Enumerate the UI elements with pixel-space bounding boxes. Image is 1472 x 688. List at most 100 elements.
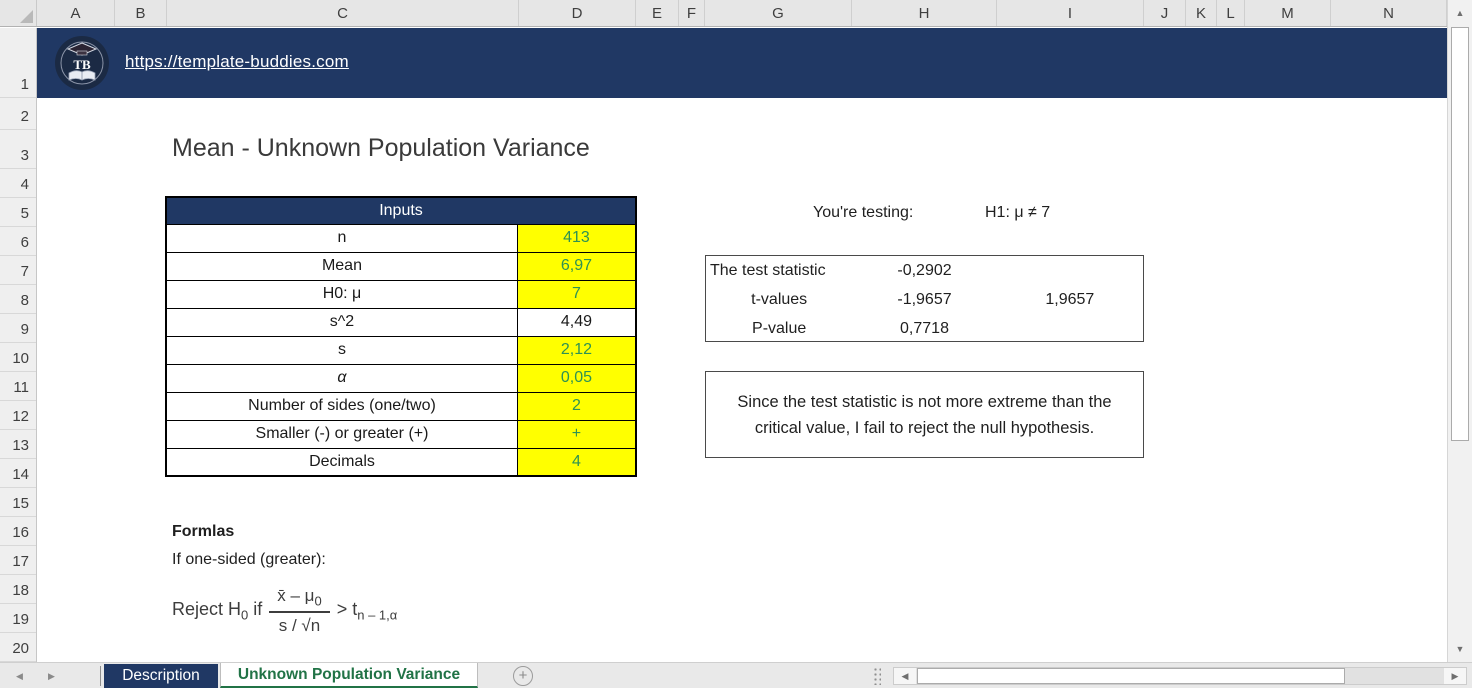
row-header-11[interactable]: 11: [0, 372, 36, 401]
formulas-condition: If one-sided (greater):: [172, 551, 326, 568]
p-value-blank: [997, 314, 1143, 343]
column-header-n[interactable]: N: [1331, 0, 1447, 26]
input-label-alpha: α: [165, 363, 518, 393]
t-upper-value: 1,9657: [1045, 290, 1095, 308]
row-header-12[interactable]: 12: [0, 401, 36, 430]
column-header-g[interactable]: G: [705, 0, 852, 26]
column-header-l[interactable]: L: [1217, 0, 1245, 26]
test-statistic-label: The test statistic: [710, 261, 826, 279]
conclusion-text: Since the test statistic is not more ext…: [737, 392, 1112, 437]
result-row-test-statistic: The test statistic -0,2902: [706, 256, 1143, 285]
input-value-n[interactable]: 413: [516, 223, 637, 253]
conclusion-box: Since the test statistic is not more ext…: [705, 371, 1144, 458]
scroll-up-icon[interactable]: ▲: [1455, 8, 1465, 18]
input-row-direction: Smaller (-) or greater (+) +: [165, 419, 637, 449]
svg-text:TB: TB: [73, 57, 91, 72]
vertical-scroll-thumb[interactable]: [1451, 27, 1469, 441]
input-value-decimals[interactable]: 4: [516, 447, 637, 477]
input-row-decimals: Decimals 4: [165, 447, 637, 477]
brand-logo-icon: TB: [55, 36, 109, 90]
t-values-label: t-values: [751, 290, 808, 308]
row-header-20[interactable]: 20: [0, 633, 36, 662]
row-header-16[interactable]: 16: [0, 517, 36, 546]
tabbar-grip-icon[interactable]: [873, 667, 881, 685]
input-value-direction[interactable]: +: [516, 419, 637, 449]
testing-hypothesis: H1: μ ≠ 7: [985, 204, 1051, 221]
row-header-18[interactable]: 18: [0, 575, 36, 604]
input-value-s[interactable]: 2,12: [516, 335, 637, 365]
column-header-b[interactable]: B: [115, 0, 167, 26]
test-statistic-blank: [997, 256, 1143, 285]
input-value-sides[interactable]: 2: [516, 391, 637, 421]
tab-nav-right-icon[interactable]: ▶: [48, 671, 55, 681]
tab-description[interactable]: Description: [104, 664, 218, 688]
horizontal-scrollbar[interactable]: ◀ ▶: [893, 667, 1467, 685]
horizontal-scroll-thumb[interactable]: [917, 668, 1345, 684]
row-header-7[interactable]: 7: [0, 256, 36, 285]
test-statistic-value: -0,2902: [897, 261, 952, 279]
row-header-13[interactable]: 13: [0, 430, 36, 459]
row-header-1[interactable]: 1: [0, 28, 36, 98]
formula-numerator: x̄ – μ0: [269, 586, 330, 614]
p-value-value: 0,7718: [900, 319, 949, 337]
row-header-10[interactable]: 10: [0, 343, 36, 372]
column-header-d[interactable]: D: [519, 0, 636, 26]
column-header-i[interactable]: I: [997, 0, 1144, 26]
input-label-sides: Number of sides (one/two): [165, 391, 518, 421]
scroll-left-icon[interactable]: ◀: [894, 668, 916, 684]
input-value-s2[interactable]: 4,49: [516, 307, 637, 337]
tab-unknown-population-variance[interactable]: Unknown Population Variance: [220, 663, 478, 688]
input-row-n: n 413: [165, 223, 637, 253]
column-header-c[interactable]: C: [167, 0, 519, 26]
site-link[interactable]: https://template-buddies.com: [125, 52, 349, 71]
inputs-table: Inputs n 413 Mean 6,97 H0: μ 7 s^2 4,49 …: [165, 196, 637, 477]
input-label-decimals: Decimals: [165, 447, 518, 477]
formula-denominator: s / √n: [278, 616, 321, 636]
row-header-8[interactable]: 8: [0, 285, 36, 314]
row-header-6[interactable]: 6: [0, 227, 36, 256]
column-header-h[interactable]: H: [852, 0, 997, 26]
tab-nav-left-icon[interactable]: ◀: [16, 671, 23, 681]
select-all-button[interactable]: [0, 0, 37, 26]
page-title: Mean - Unknown Population Variance: [172, 134, 590, 162]
column-header-f[interactable]: F: [679, 0, 705, 26]
input-label-mean: Mean: [165, 251, 518, 281]
column-header-k[interactable]: K: [1186, 0, 1217, 26]
row-header-19[interactable]: 19: [0, 604, 36, 633]
formulas-heading: Formlas: [172, 523, 235, 540]
column-header-a[interactable]: A: [37, 0, 115, 26]
formula-fraction: x̄ – μ0 s / √n: [269, 586, 330, 636]
column-header-m[interactable]: M: [1245, 0, 1331, 26]
row-header-15[interactable]: 15: [0, 488, 36, 517]
row-header-3[interactable]: 3: [0, 130, 36, 169]
row-header-17[interactable]: 17: [0, 546, 36, 575]
scroll-right-icon[interactable]: ▶: [1444, 668, 1466, 684]
sheet-tab-bar: ◀ ▶ Description Unknown Population Varia…: [0, 662, 1472, 688]
add-sheet-button[interactable]: +: [513, 666, 533, 686]
inputs-table-header: Inputs: [165, 196, 637, 225]
input-value-h0[interactable]: 7: [516, 279, 637, 309]
column-header-j[interactable]: J: [1144, 0, 1186, 26]
column-header-e[interactable]: E: [636, 0, 679, 26]
input-label-n: n: [165, 223, 518, 253]
row-header-2[interactable]: 2: [0, 98, 36, 130]
input-value-mean[interactable]: 6,97: [516, 251, 637, 281]
row-header-4[interactable]: 4: [0, 169, 36, 198]
input-row-alpha: α 0,05: [165, 363, 637, 393]
row-header-9[interactable]: 9: [0, 314, 36, 343]
t-lower-value: -1,9657: [897, 290, 952, 308]
vertical-scrollbar[interactable]: ▲ ▼: [1447, 0, 1472, 662]
input-label-s: s: [165, 335, 518, 365]
column-header-bar: A B C D E F G H I J K L M N: [0, 0, 1447, 27]
sheet-canvas: TB https://template-buddies.com Mean - U…: [37, 28, 1447, 662]
input-label-h0: H0: μ: [165, 279, 518, 309]
input-value-alpha[interactable]: 0,05: [516, 363, 637, 393]
inputs-header-row: Inputs: [165, 196, 637, 225]
row-header-14[interactable]: 14: [0, 459, 36, 488]
input-row-mean: Mean 6,97: [165, 251, 637, 281]
scroll-down-icon[interactable]: ▼: [1455, 644, 1465, 654]
rejection-rule-formula: Reject H0 if x̄ – μ0 s / √n > tn – 1,α: [172, 578, 397, 644]
select-all-icon: [20, 10, 33, 23]
row-header-5[interactable]: 5: [0, 198, 36, 227]
